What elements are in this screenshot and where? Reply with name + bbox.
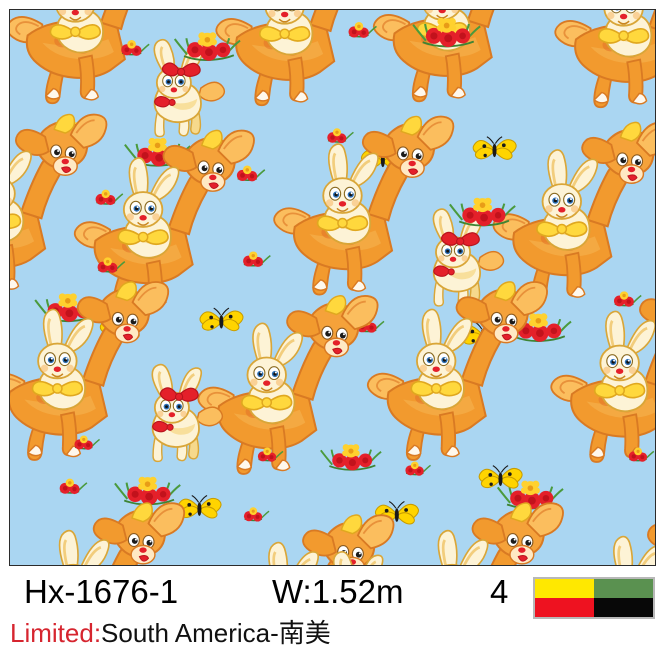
swatch-cell-red xyxy=(535,598,594,617)
limited-market-row: Limited:South America-南美 xyxy=(10,616,331,650)
limited-region: South America-南美 xyxy=(101,618,331,648)
colorway-swatch xyxy=(533,577,655,619)
color-count: 4 xyxy=(490,573,509,610)
limited-label: Limited: xyxy=(10,618,102,648)
caption-line-primary: Hx-1676-1 W:1.52m 4 xyxy=(0,566,666,619)
caption-line-secondary: Limited:South America-南美 xyxy=(0,614,666,658)
product-code: Hx-1676-1 xyxy=(24,573,179,610)
swatch-cell-black xyxy=(594,598,653,617)
product-photo xyxy=(9,9,656,566)
swatch-cell-green xyxy=(594,579,653,598)
caption-area: Hx-1676-1 W:1.52m 4 Limited:South Americ… xyxy=(0,566,666,668)
pattern-background xyxy=(10,10,655,565)
fabric-pattern-canvas xyxy=(10,10,655,565)
product-width: W:1.52m xyxy=(272,573,404,610)
swatch-cell-yellow xyxy=(535,579,594,598)
